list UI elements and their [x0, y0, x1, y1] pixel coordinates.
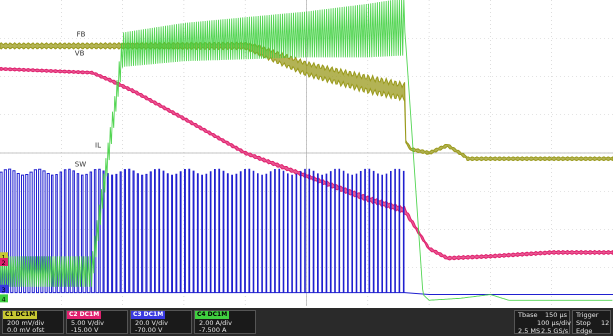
timebase-value: 150 µs — [545, 311, 567, 319]
channel-2-tag: C2 DC1M — [67, 311, 102, 319]
ground-marker-label-2: 2 — [2, 259, 6, 267]
ground-marker-label-1: 1 — [2, 253, 6, 261]
ground-marker-1 — [0, 252, 8, 261]
trigger-level: 12 — [601, 319, 610, 327]
channel-1-tag: C1 DC1M — [3, 311, 38, 319]
ground-marker-label-4: 4 — [2, 295, 6, 303]
trigger-type: Edge — [576, 327, 593, 335]
timebase-rate: 2.5 GS/s — [541, 327, 569, 335]
trace-label-il: IL — [95, 141, 101, 149]
channel-1-scale: 200 mV/div 0.0 mV ofst — [7, 319, 45, 334]
trigger-panel[interactable]: Trigger Stop 12 Edge — [572, 310, 611, 335]
trace-label-vb: VB — [75, 49, 85, 57]
channel-2-panel[interactable]: C2 DC1M 5.00 V/div -15.00 V — [66, 310, 128, 334]
channel-4-tag: C4 DC1M — [195, 311, 230, 319]
trigger-label: Trigger — [576, 311, 599, 319]
trace-label-fb: FB — [77, 30, 86, 38]
channel-3-scale: 20.0 V/div -70.00 V — [135, 319, 168, 334]
series-vb-trace — [0, 66, 613, 261]
ground-marker-4 — [0, 294, 8, 303]
channel-3-panel[interactable]: C3 DC1M 20.0 V/div -70.00 V — [130, 310, 192, 334]
ground-marker-label-3: 3 — [2, 286, 6, 294]
ground-marker-3 — [0, 284, 8, 293]
timebase-div: 100 µs/div — [537, 319, 571, 327]
channel-3-tag: C3 DC1M — [131, 311, 166, 319]
timebase-panel[interactable]: Tbase 150 µs 100 µs/div 2.5 MS 2.5 GS/s — [514, 310, 571, 335]
timebase-points: 2.5 MS — [518, 327, 541, 335]
channel-footer: C1 DC1M 200 mV/div 0.0 mV ofst C2 DC1M 5.… — [0, 308, 613, 336]
timebase-label: Tbase — [518, 311, 538, 319]
channel-4-scale: 2.00 A/div -7.500 A — [199, 319, 232, 334]
waveform-plot: FB VB IL SW 12 34 — [0, 0, 613, 306]
channel-4-panel[interactable]: C4 DC1M 2.00 A/div -7.500 A — [194, 310, 256, 334]
trace-label-sw: SW — [75, 160, 86, 168]
series-il-trace — [0, 0, 613, 301]
channel-2-scale: 5.00 V/div -15.00 V — [71, 319, 104, 334]
trigger-mode: Stop — [576, 319, 591, 327]
ground-marker-2 — [0, 258, 8, 267]
channel-1-panel[interactable]: C1 DC1M 200 mV/div 0.0 mV ofst — [2, 310, 64, 334]
